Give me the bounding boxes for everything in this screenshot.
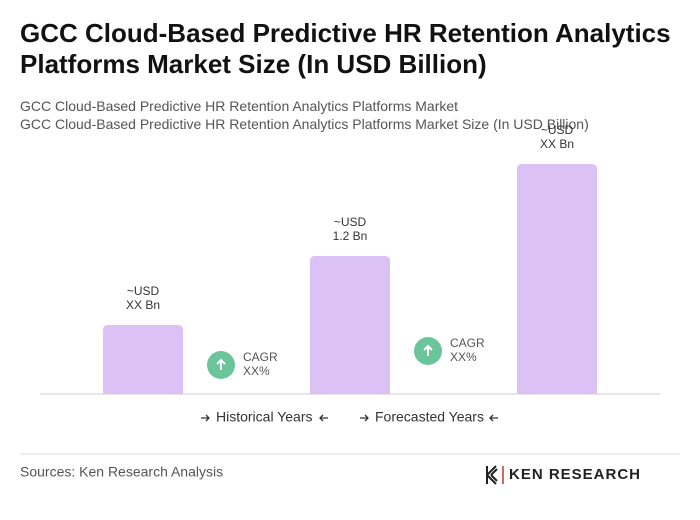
legend-label: Historical Years (216, 409, 313, 425)
source: Sources: Ken Research Analysis (20, 464, 223, 480)
bar (310, 256, 390, 394)
chart-title: GCC Cloud-Based Predictive HR Retention … (20, 18, 671, 79)
legend-arrow (489, 414, 498, 422)
bar (103, 325, 183, 394)
cagr-arrow (423, 344, 433, 356)
legend-arrow (360, 414, 369, 422)
data-label: ~USD (127, 284, 160, 298)
data-label: XX Bn (540, 137, 574, 151)
data-label: XX Bn (126, 298, 160, 312)
legend-arrow (319, 414, 328, 422)
cagr-label: CAGR (243, 350, 278, 364)
chart-subtitle: GCC Cloud-Based Predictive HR Retention … (20, 98, 459, 114)
legend-label: Forecasted Years (375, 409, 484, 425)
cagr-label: XX% (450, 350, 477, 364)
cagr-label: XX% (243, 364, 270, 378)
legend-arrow (201, 414, 210, 422)
bar (517, 164, 597, 394)
cagr-label: CAGR (450, 336, 485, 350)
legend (201, 414, 498, 422)
chart-caption: GCC Cloud-Based Predictive HR Retention … (20, 116, 589, 132)
cagr-arrow (216, 358, 226, 370)
data-label: 1.2 Bn (333, 229, 368, 243)
data-label: ~USD (541, 123, 574, 137)
brand-name: KEN RESEARCH (509, 466, 641, 483)
data-label: ~USD (334, 215, 367, 229)
brand-logo (486, 465, 504, 485)
